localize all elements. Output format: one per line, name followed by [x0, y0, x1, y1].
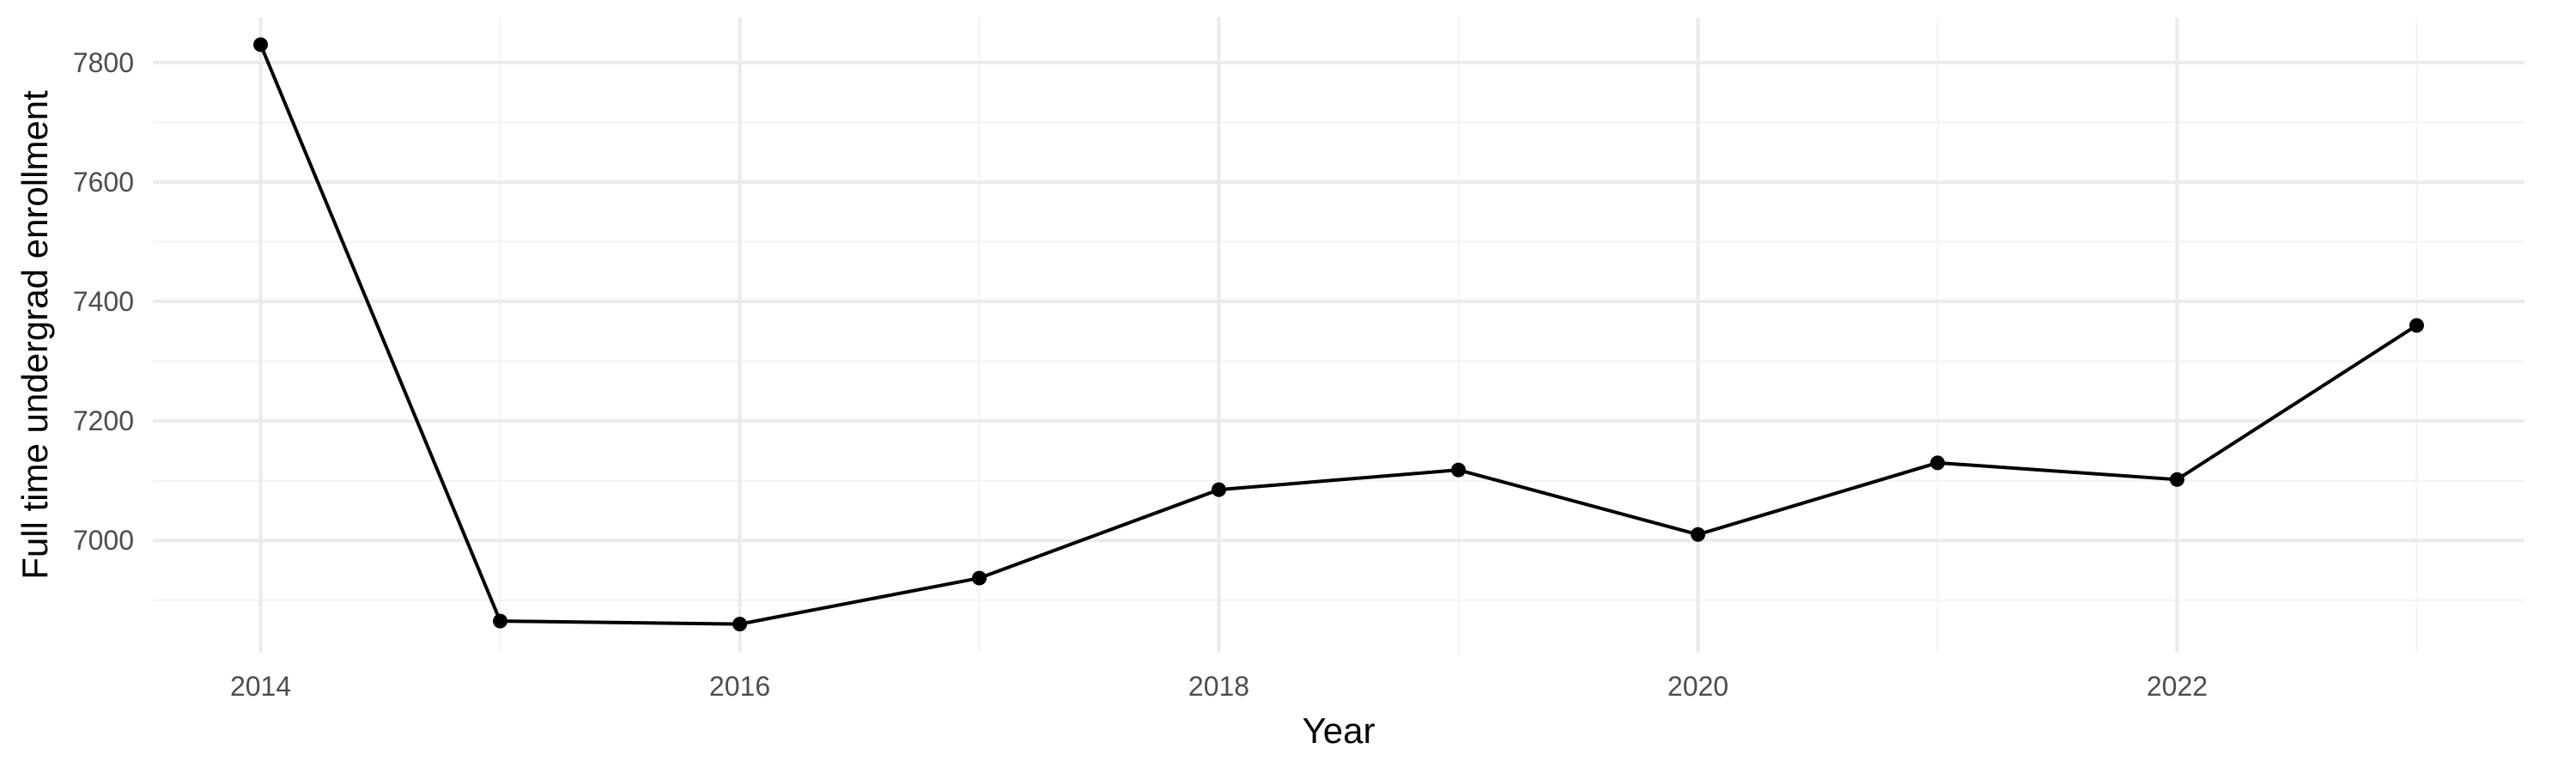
data-point	[1690, 526, 1705, 542]
series-line-group	[258, 42, 2419, 626]
x-tick-label: 2014	[230, 671, 291, 702]
data-point	[2409, 318, 2424, 333]
y-tick-label: 7200	[73, 405, 134, 436]
x-tick-label: 2018	[1188, 671, 1249, 702]
x-tick-label: 2016	[709, 671, 770, 702]
data-point	[1929, 455, 1945, 471]
y-tick-label: 7800	[73, 47, 134, 78]
data-point	[493, 613, 508, 629]
data-point	[972, 570, 987, 586]
data-point	[1450, 462, 1466, 478]
y-tick-label: 7600	[73, 167, 134, 198]
x-axis-tick-labels: 2014 2016 2018 2020 2022	[230, 671, 2208, 702]
y-tick-label: 7400	[73, 286, 134, 317]
x-axis-title: Year	[1303, 710, 1376, 751]
series-line	[258, 42, 2419, 626]
data-point	[2169, 472, 2184, 487]
data-point	[732, 617, 748, 632]
y-axis-tick-labels: 7000 7200 7400 7600 7800	[73, 47, 134, 556]
data-point	[253, 37, 269, 52]
series-points-group	[253, 37, 2424, 632]
minor-gridlines	[153, 17, 2524, 653]
major-gridlines	[153, 17, 2524, 653]
x-tick-label: 2022	[2147, 671, 2208, 702]
x-tick-label: 2020	[1668, 671, 1728, 702]
y-tick-label: 7000	[73, 525, 134, 556]
y-axis-title: Full time undergrad enrollment	[15, 90, 55, 580]
data-point	[1212, 482, 1227, 497]
